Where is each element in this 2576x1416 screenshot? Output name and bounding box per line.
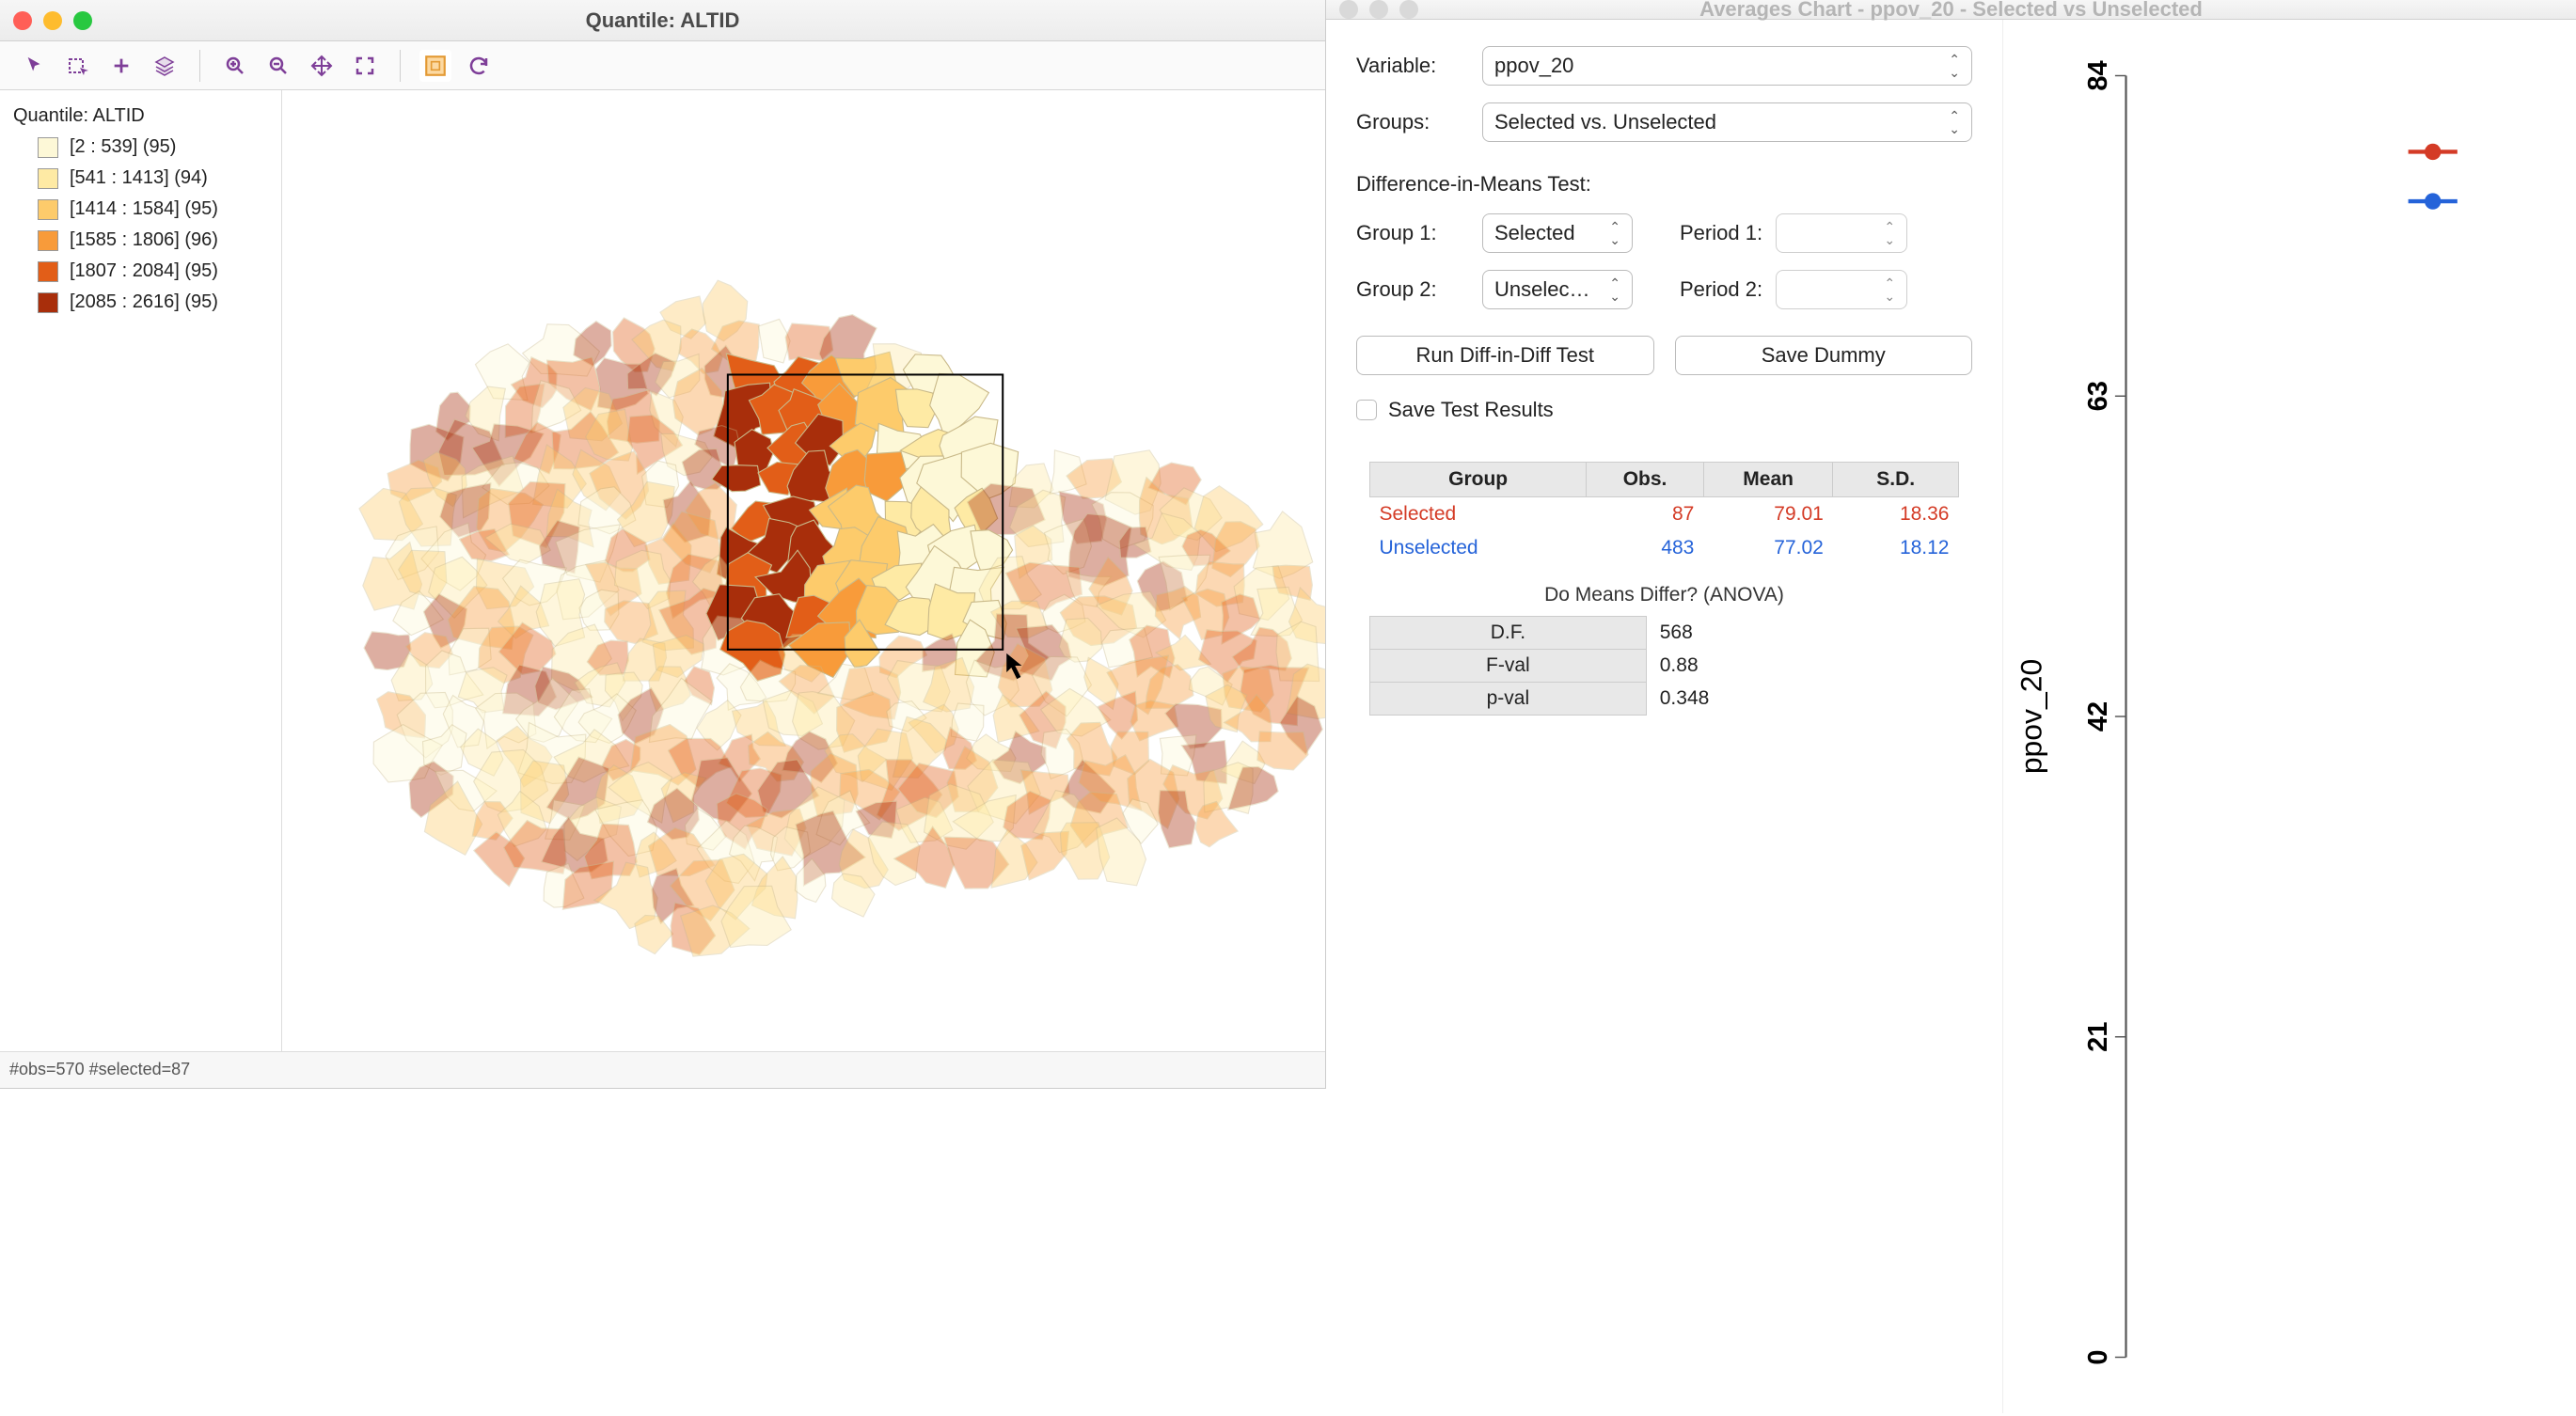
traffic-lights-inactive: [1339, 0, 1418, 19]
map-canvas[interactable]: [282, 90, 1325, 1051]
chevron-updown-icon: ⌃⌄: [1949, 109, 1960, 135]
save-results-checkbox[interactable]: [1356, 400, 1377, 420]
legend-label: [1585 : 1806] (96): [70, 229, 218, 251]
save-dummy-button[interactable]: Save Dummy: [1675, 336, 1973, 375]
chevron-updown-icon: ⌃⌄: [1884, 276, 1895, 303]
table-row: Selected8779.0118.36: [1370, 497, 1959, 532]
period1-label: Period 1:: [1680, 221, 1762, 245]
minimize-icon[interactable]: [1369, 0, 1388, 19]
map-window: Quantile: ALTID: [0, 0, 1326, 1089]
layers-icon[interactable]: [149, 50, 181, 82]
legend-item[interactable]: [1414 : 1584] (95): [38, 198, 268, 220]
anova-table: D.F.568F-val0.88p-val0.348: [1369, 616, 1959, 716]
left-titlebar: Quantile: ALTID: [0, 0, 1325, 41]
legend-swatch: [38, 199, 58, 220]
groups-label: Groups:: [1356, 110, 1469, 134]
legend-item[interactable]: [1807 : 2084] (95): [38, 260, 268, 282]
map-region[interactable]: [1257, 732, 1308, 770]
averages-chart-window: Averages Chart - ppov_20 - Selected vs U…: [1326, 0, 2576, 1089]
legend-swatch: [38, 137, 58, 158]
groups-select[interactable]: Selected vs. Unselected ⌃⌄: [1482, 102, 1972, 142]
chevron-updown-icon: ⌃⌄: [1609, 220, 1620, 246]
y-tick-label: 63: [2083, 381, 2113, 411]
fullscreen-icon[interactable]: [73, 11, 92, 30]
minimize-icon[interactable]: [43, 11, 62, 30]
select-rect-icon[interactable]: [62, 50, 94, 82]
fullscreen-icon[interactable]: [1399, 0, 1418, 19]
legend-title: Quantile: ALTID: [13, 105, 268, 127]
save-results-label: Save Test Results: [1388, 398, 1554, 422]
close-icon[interactable]: [1339, 0, 1358, 19]
legend-swatch: [38, 168, 58, 189]
legend-label: [541 : 1413] (94): [70, 167, 208, 189]
plus-icon[interactable]: [105, 50, 137, 82]
group2-value: Unselec…: [1494, 277, 1589, 302]
chart-point[interactable]: [2425, 144, 2441, 160]
legend-label: [1807 : 2084] (95): [70, 260, 218, 282]
table-header: S.D.: [1833, 463, 1959, 497]
legend-item[interactable]: [2085 : 2616] (95): [38, 291, 268, 313]
controls-panel: Variable: ppov_20 ⌃⌄ Groups: Selected vs…: [1326, 20, 2003, 1413]
fit-icon[interactable]: [349, 50, 381, 82]
pan-icon[interactable]: [306, 50, 338, 82]
legend-panel: Quantile: ALTID [2 : 539] (95) [541 : 141…: [0, 90, 282, 1051]
chevron-updown-icon: ⌃⌄: [1949, 53, 1960, 79]
y-tick-label: 42: [2083, 701, 2113, 732]
legend-swatch: [38, 261, 58, 282]
right-window-title: Averages Chart - ppov_20 - Selected vs U…: [1326, 0, 2576, 22]
variable-select[interactable]: ppov_20 ⌃⌄: [1482, 46, 1972, 86]
period2-select[interactable]: ⌃⌄: [1776, 270, 1907, 309]
groups-value: Selected vs. Unselected: [1494, 110, 1716, 134]
table-header: Group: [1370, 463, 1587, 497]
results-table: GroupObs.MeanS.D. Selected8779.0118.36Un…: [1369, 462, 1959, 716]
legend-label: [2 : 539] (95): [70, 136, 176, 158]
group2-select[interactable]: Unselec… ⌃⌄: [1482, 270, 1633, 309]
marquee-active-icon[interactable]: [419, 50, 451, 82]
period2-label: Period 2:: [1680, 277, 1762, 302]
left-window-title: Quantile: ALTID: [0, 8, 1325, 33]
averages-chart[interactable]: 0 21 42 63 84 ppov_20: [2003, 20, 2576, 1413]
group1-select[interactable]: Selected ⌃⌄: [1482, 213, 1633, 253]
group1-value: Selected: [1494, 221, 1575, 245]
refresh-icon[interactable]: [463, 50, 495, 82]
zoom-out-icon[interactable]: [262, 50, 294, 82]
period1-select[interactable]: ⌃⌄: [1776, 213, 1907, 253]
section-title: Difference-in-Means Test:: [1356, 172, 1972, 197]
y-axis-label: ppov_20: [2015, 659, 2048, 774]
traffic-lights: [13, 11, 92, 30]
group2-label: Group 2:: [1356, 277, 1469, 302]
pointer-icon[interactable]: [19, 50, 51, 82]
chart-point[interactable]: [2425, 193, 2441, 209]
group1-label: Group 1:: [1356, 221, 1469, 245]
map-region[interactable]: [758, 319, 790, 362]
legend-label: [1414 : 1584] (95): [70, 198, 218, 220]
table-header: Obs.: [1587, 463, 1704, 497]
legend-swatch: [38, 230, 58, 251]
legend-label: [2085 : 2616] (95): [70, 291, 218, 313]
map-region[interactable]: [635, 915, 673, 953]
run-diff-button[interactable]: Run Diff-in-Diff Test: [1356, 336, 1654, 375]
variable-label: Variable:: [1356, 54, 1469, 78]
legend-item[interactable]: [1585 : 1806] (96): [38, 229, 268, 251]
zoom-in-icon[interactable]: [219, 50, 251, 82]
legend-swatch: [38, 292, 58, 313]
map-toolbar: [0, 41, 1325, 90]
y-tick-label: 84: [2083, 60, 2113, 90]
status-bar: #obs=570 #selected=87: [0, 1051, 1325, 1089]
legend-item[interactable]: [541 : 1413] (94): [38, 167, 268, 189]
table-row: Unselected48377.0218.12: [1370, 531, 1959, 565]
variable-value: ppov_20: [1494, 54, 1573, 78]
chevron-updown-icon: ⌃⌄: [1884, 220, 1895, 246]
right-titlebar: Averages Chart - ppov_20 - Selected vs U…: [1326, 0, 2576, 20]
table-header: Mean: [1703, 463, 1833, 497]
chevron-updown-icon: ⌃⌄: [1609, 276, 1620, 303]
legend-item[interactable]: [2 : 539] (95): [38, 136, 268, 158]
close-icon[interactable]: [13, 11, 32, 30]
y-tick-label: 21: [2083, 1022, 2113, 1052]
anova-title: Do Means Differ? (ANOVA): [1369, 584, 1959, 606]
y-tick-label: 0: [2083, 1349, 2113, 1364]
